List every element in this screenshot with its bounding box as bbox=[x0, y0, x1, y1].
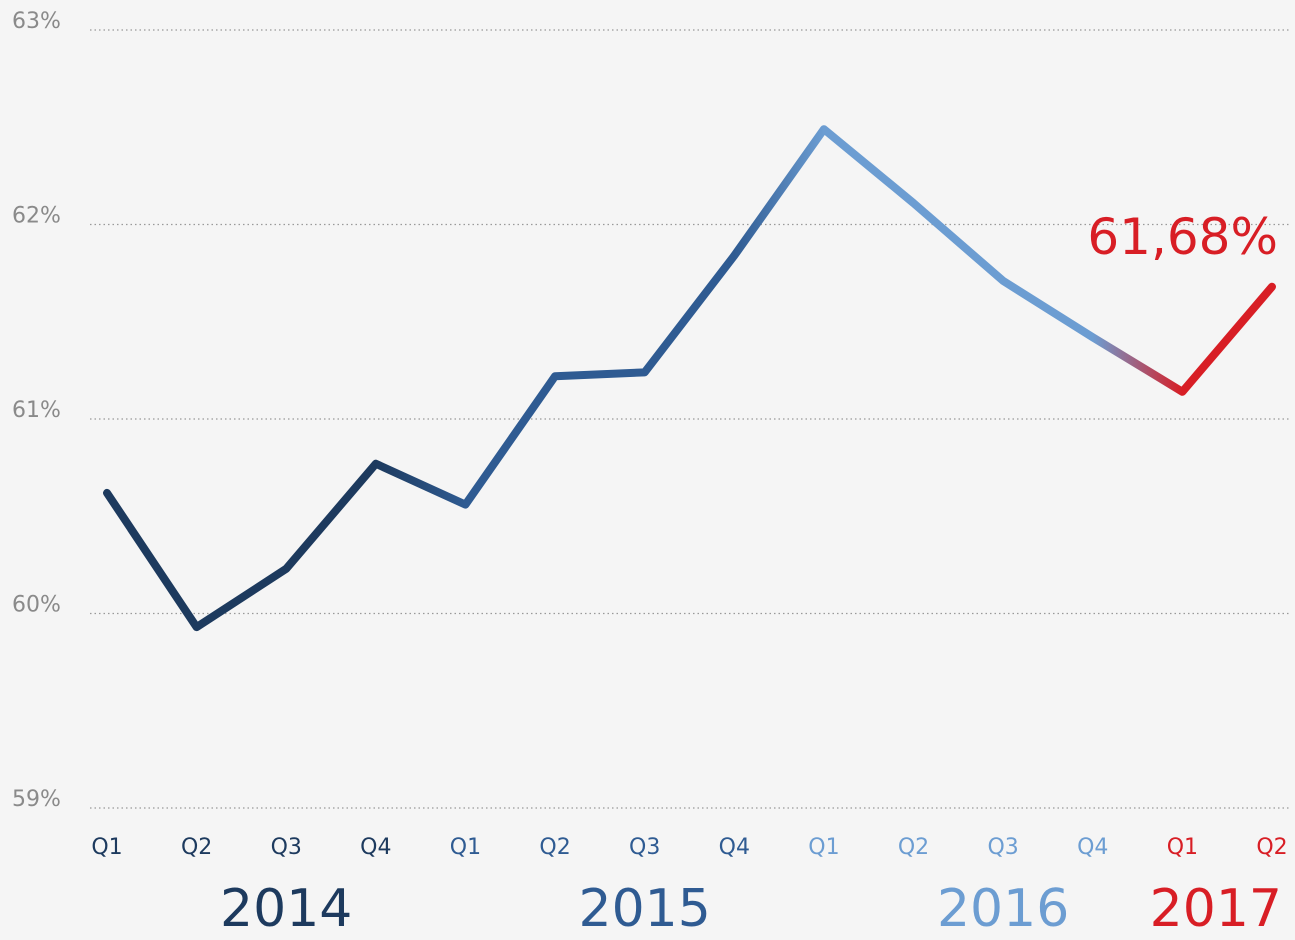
y-tick-label: 63% bbox=[12, 9, 61, 34]
x-tick-label: Q4 bbox=[360, 835, 391, 860]
year-label: 2014 bbox=[220, 879, 352, 939]
data-line bbox=[103, 125, 1276, 632]
x-tick-label: Q3 bbox=[271, 835, 302, 860]
value-label: 61,68% bbox=[1087, 208, 1278, 266]
year-label: 2016 bbox=[937, 879, 1069, 939]
x-tick-label: Q4 bbox=[1077, 835, 1108, 860]
x-tick-label: Q2 bbox=[1256, 835, 1287, 860]
x-tick-label: Q2 bbox=[898, 835, 929, 860]
y-tick-label: 59% bbox=[12, 787, 61, 812]
x-tick-label: Q1 bbox=[1167, 835, 1198, 860]
x-tick-label: Q2 bbox=[181, 835, 212, 860]
y-tick-label: 60% bbox=[12, 593, 61, 618]
y-tick-label: 61% bbox=[12, 398, 61, 423]
x-tick-label: Q1 bbox=[91, 835, 122, 860]
x-tick-label: Q1 bbox=[808, 835, 839, 860]
x-tick-label: Q4 bbox=[719, 835, 750, 860]
year-label: 2017 bbox=[1150, 879, 1282, 939]
year-label: 2015 bbox=[579, 879, 711, 939]
y-tick-label: 62% bbox=[12, 204, 61, 229]
x-tick-label: Q3 bbox=[987, 835, 1018, 860]
x-tick-label: Q3 bbox=[629, 835, 660, 860]
x-tick-label: Q1 bbox=[450, 835, 481, 860]
x-tick-label: Q2 bbox=[539, 835, 570, 860]
